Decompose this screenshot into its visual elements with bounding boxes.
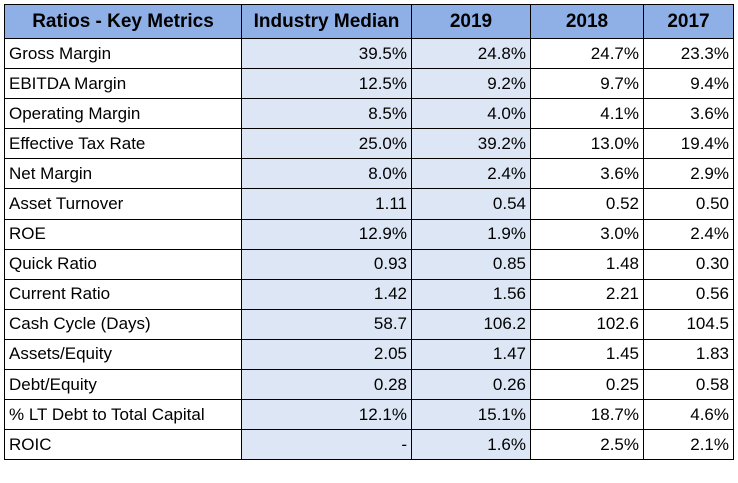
value-2019: 0.26	[411, 369, 531, 401]
value-2018: 1.45	[530, 338, 644, 371]
table-row: Operating Margin 8.5% 4.0% 4.1% 3.6%	[4, 98, 734, 130]
table-row: % LT Debt to Total Capital 12.1% 15.1% 1…	[4, 399, 734, 431]
table-row: Net Margin 8.0% 2.4% 3.6% 2.9%	[4, 158, 734, 190]
metric-label: Gross Margin	[4, 37, 242, 70]
value-2019: 9.2%	[411, 68, 531, 100]
value-2017: 0.50	[643, 188, 734, 220]
table-row: Assets/Equity 2.05 1.47 1.45 1.83	[4, 338, 734, 371]
value-2017: 0.58	[643, 369, 734, 401]
value-2019: 106.2	[411, 308, 531, 340]
value-2019: 0.85	[411, 248, 531, 280]
value-2018: 2.5%	[530, 429, 644, 461]
value-2019: 0.54	[411, 188, 531, 220]
value-2018: 3.6%	[530, 158, 644, 190]
industry-median-value: 0.28	[241, 369, 412, 401]
value-2018: 1.48	[530, 248, 644, 280]
ratios-table: Ratios - Key Metrics Industry Median 201…	[4, 4, 734, 461]
value-2017: 2.1%	[643, 429, 734, 461]
metric-label: Net Margin	[4, 158, 242, 190]
industry-median-value: 2.05	[241, 338, 412, 371]
table-row: Current Ratio 1.42 1.56 2.21 0.56	[4, 278, 734, 310]
value-2017: 2.9%	[643, 158, 734, 190]
table-row: Cash Cycle (Days) 58.7 106.2 102.6 104.5	[4, 308, 734, 340]
value-2017: 19.4%	[643, 128, 734, 160]
table-row: ROE 12.9% 1.9% 3.0% 2.4%	[4, 218, 734, 250]
industry-median-value: 58.7	[241, 308, 412, 340]
metric-label: Operating Margin	[4, 98, 242, 130]
value-2018: 2.21	[530, 278, 644, 310]
industry-median-value: 1.11	[241, 188, 412, 220]
industry-median-value: 12.9%	[241, 218, 412, 250]
table-row: Debt/Equity 0.28 0.26 0.25 0.58	[4, 369, 734, 401]
industry-median-value: 12.1%	[241, 399, 412, 431]
value-2017: 0.56	[643, 278, 734, 310]
value-2019: 15.1%	[411, 399, 531, 431]
metric-label: Assets/Equity	[4, 338, 242, 371]
metric-label: % LT Debt to Total Capital	[4, 399, 242, 431]
metric-label: Asset Turnover	[4, 188, 242, 220]
value-2018: 13.0%	[530, 128, 644, 160]
value-2019: 39.2%	[411, 128, 531, 160]
value-2018: 3.0%	[530, 218, 644, 250]
value-2017: 2.4%	[643, 218, 734, 250]
value-2019: 1.47	[411, 338, 531, 371]
value-2017: 1.83	[643, 338, 734, 371]
metric-label: ROE	[4, 218, 242, 250]
industry-median-value: -	[241, 429, 412, 461]
value-2019: 2.4%	[411, 158, 531, 190]
value-2019: 1.9%	[411, 218, 531, 250]
industry-median-value: 12.5%	[241, 68, 412, 100]
value-2017: 104.5	[643, 308, 734, 340]
table-row: EBITDA Margin 12.5% 9.2% 9.7% 9.4%	[4, 68, 734, 100]
value-2017: 9.4%	[643, 68, 734, 100]
header-2018: 2018	[530, 4, 644, 39]
value-2019: 24.8%	[411, 37, 531, 70]
industry-median-value: 8.0%	[241, 158, 412, 190]
table-row: Asset Turnover 1.11 0.54 0.52 0.50	[4, 188, 734, 220]
value-2018: 4.1%	[530, 98, 644, 130]
metric-label: Debt/Equity	[4, 369, 242, 401]
industry-median-value: 1.42	[241, 278, 412, 310]
table-row: Effective Tax Rate 25.0% 39.2% 13.0% 19.…	[4, 128, 734, 160]
table-row: Quick Ratio 0.93 0.85 1.48 0.30	[4, 248, 734, 280]
industry-median-value: 8.5%	[241, 98, 412, 130]
metric-label: EBITDA Margin	[4, 68, 242, 100]
metric-label: Effective Tax Rate	[4, 128, 242, 160]
value-2017: 0.30	[643, 248, 734, 280]
value-2018: 102.6	[530, 308, 644, 340]
header-2017: 2017	[643, 4, 734, 39]
header-2019: 2019	[411, 4, 531, 39]
metric-label: Current Ratio	[4, 278, 242, 310]
metric-label: Quick Ratio	[4, 248, 242, 280]
value-2019: 1.56	[411, 278, 531, 310]
industry-median-value: 25.0%	[241, 128, 412, 160]
value-2018: 9.7%	[530, 68, 644, 100]
value-2017: 23.3%	[643, 37, 734, 70]
table-row: Gross Margin 39.5% 24.8% 24.7% 23.3%	[4, 37, 734, 70]
value-2019: 1.6%	[411, 429, 531, 461]
value-2018: 24.7%	[530, 37, 644, 70]
industry-median-value: 0.93	[241, 248, 412, 280]
value-2018: 0.25	[530, 369, 644, 401]
metric-label: ROIC	[4, 429, 242, 461]
header-metrics: Ratios - Key Metrics	[4, 4, 242, 39]
header-industry-median: Industry Median	[241, 4, 412, 39]
value-2019: 4.0%	[411, 98, 531, 130]
industry-median-value: 39.5%	[241, 37, 412, 70]
value-2018: 0.52	[530, 188, 644, 220]
ratios-table-container: Ratios - Key Metrics Industry Median 201…	[4, 4, 734, 461]
table-row: ROIC - 1.6% 2.5% 2.1%	[4, 429, 734, 461]
header-row: Ratios - Key Metrics Industry Median 201…	[4, 4, 734, 39]
metric-label: Cash Cycle (Days)	[4, 308, 242, 340]
value-2018: 18.7%	[530, 399, 644, 431]
value-2017: 4.6%	[643, 399, 734, 431]
value-2017: 3.6%	[643, 98, 734, 130]
